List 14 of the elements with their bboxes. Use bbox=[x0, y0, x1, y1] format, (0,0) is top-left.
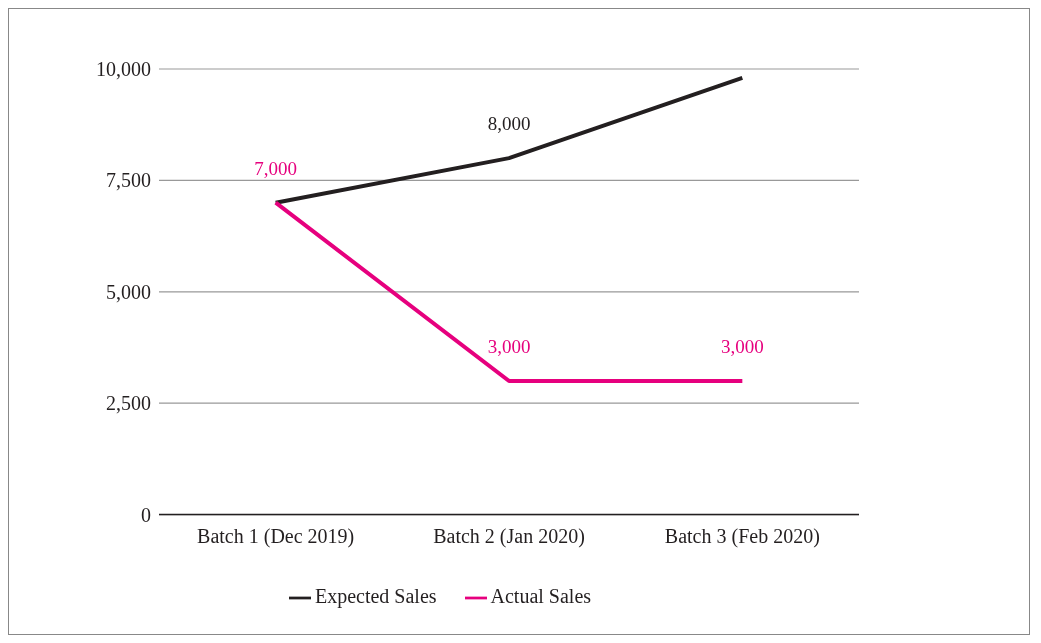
y-tick-label: 2,500 bbox=[106, 392, 151, 415]
legend-label: Actual Sales bbox=[490, 584, 592, 607]
data-label: 3,000 bbox=[720, 335, 764, 357]
legend-label: Expected Sales bbox=[314, 584, 437, 607]
y-tick-label: 7,500 bbox=[106, 169, 151, 192]
data-label: 7,000 bbox=[254, 157, 298, 179]
y-tick-label: 0 bbox=[141, 503, 151, 526]
x-tick-label: Batch 3 (Feb 2020) bbox=[664, 524, 820, 548]
y-tick-label: 10,000 bbox=[96, 58, 151, 81]
data-label: 3,000 bbox=[487, 335, 531, 357]
x-tick-label: Batch 1 (Dec 2019) bbox=[197, 524, 355, 548]
y-tick-label: 5,000 bbox=[106, 280, 151, 303]
x-tick-label: Batch 2 (Jan 2020) bbox=[433, 524, 585, 548]
data-label: 8,000 bbox=[487, 113, 531, 135]
